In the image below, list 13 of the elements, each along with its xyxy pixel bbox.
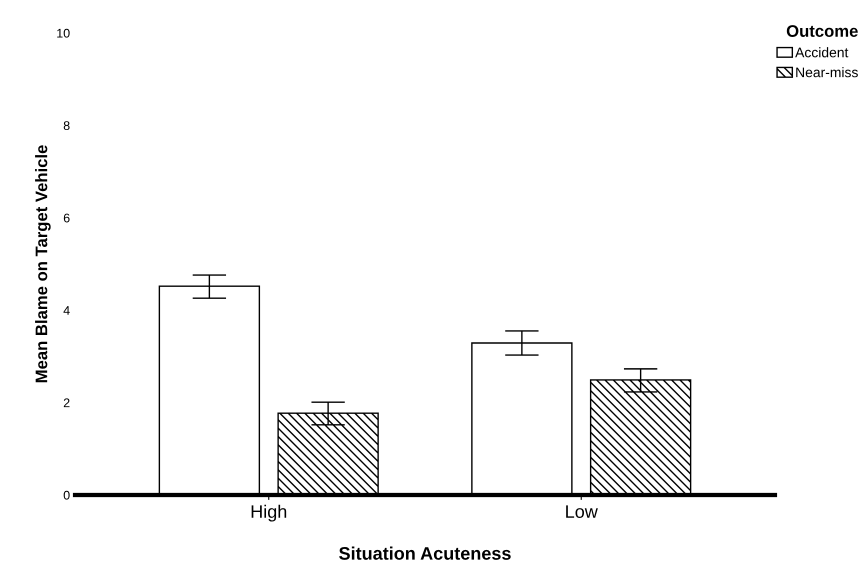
x-axis-title: Situation Acuteness [339,546,511,560]
legend-label: Accident [795,47,848,58]
legend-label: Near-miss [796,67,858,78]
y-tick-label: 2 [64,398,70,408]
y-tick-label: 0 [64,490,70,500]
y-axis-title: Mean Blame on Target Vehicle [35,145,51,382]
y-tick-label: 10 [57,28,70,38]
legend-title: Outcome [786,25,858,37]
x-tick-label: Low [566,505,598,518]
x-tick-label: High [252,504,286,522]
y-tick-label: 8 [64,121,70,130]
y-tick-label: 4 [63,306,70,315]
y-tick-label: 6 [64,214,70,222]
